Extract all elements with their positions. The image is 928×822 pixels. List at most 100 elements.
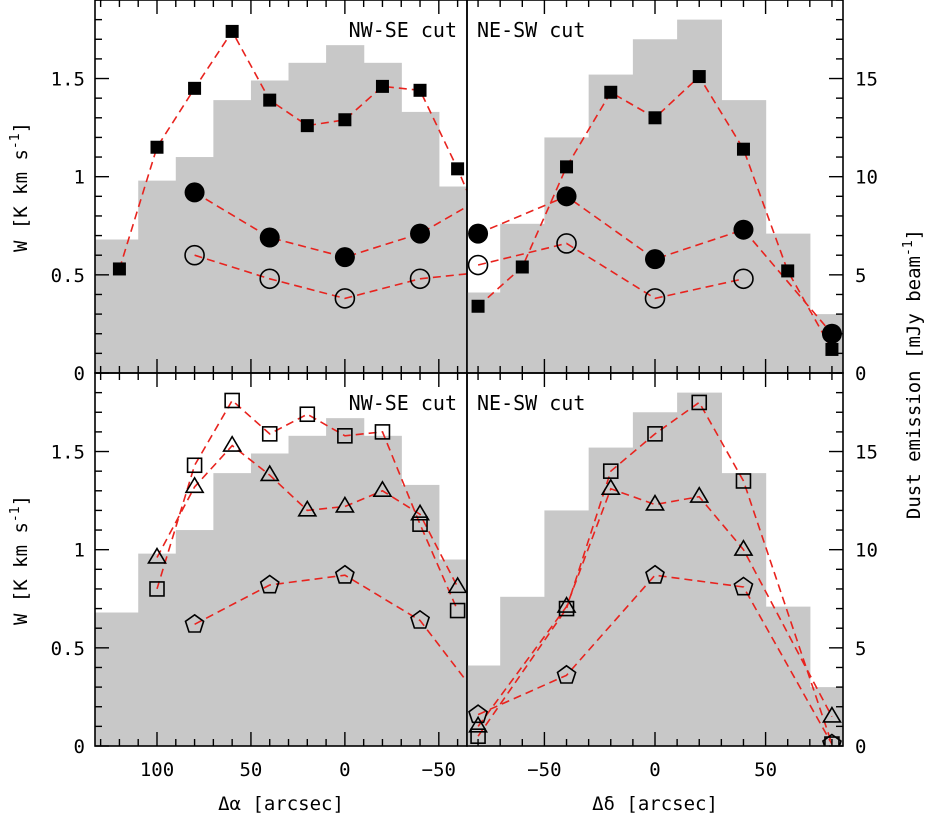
marker-open-triangle	[410, 503, 430, 521]
y2-tick-label: 15	[855, 69, 878, 91]
xlabel-right: Δδ [arcsec]	[592, 793, 718, 815]
marker-filled-square	[515, 260, 529, 274]
y-tick-label: 1.5	[51, 442, 85, 464]
marker-open-square	[186, 457, 203, 474]
left-ylabel-bottom: W [K km s-1]	[8, 495, 32, 625]
marker-filled-circle	[468, 223, 489, 244]
series-group	[467, 70, 842, 356]
dust-bar	[765, 233, 811, 373]
marker-filled-square	[781, 264, 795, 278]
dust-bar	[363, 435, 402, 746]
marker-open-pentagon	[184, 613, 205, 633]
dust-histogram	[95, 45, 467, 373]
series-line-open-pentagon	[477, 574, 833, 745]
marker-open-triangle	[733, 539, 754, 556]
series-line-open-triangle	[477, 487, 833, 727]
dust-bar	[467, 665, 501, 746]
marker-open-square	[224, 392, 240, 409]
marker-open-pentagon	[733, 576, 754, 596]
dust-bar	[500, 223, 546, 373]
dust-bar	[363, 62, 402, 373]
y-tick-label: 1	[74, 167, 85, 189]
marker-open-pentagon	[645, 564, 665, 584]
marker-open-pentagon	[259, 574, 280, 594]
marker-open-triangle	[468, 715, 489, 733]
marker-filled-square	[489, 251, 502, 264]
marker-filled-circle	[556, 186, 577, 207]
x-tick-label: −50	[527, 759, 561, 781]
marker-open-triangle	[689, 486, 710, 503]
marker-open-square	[261, 426, 278, 442]
dust-bar	[326, 418, 365, 746]
dust-bar	[438, 186, 467, 373]
marker-open-triangle	[600, 478, 621, 496]
dust-bar	[544, 510, 590, 746]
x-tick-label: −50	[422, 759, 456, 781]
marker-open-triangle	[222, 435, 243, 452]
panel-2: NE-SW cut 0 5 10 15	[466, 0, 878, 385]
series-line-open-square	[156, 399, 459, 611]
series-line-open-circle	[477, 242, 744, 300]
panel-title: NW-SE cut	[349, 391, 457, 415]
marker-open-square	[824, 736, 840, 746]
marker-filled-square	[451, 162, 465, 176]
y2-tick-label: 10	[855, 167, 878, 189]
dust-bar	[213, 100, 252, 373]
y2-tick-label: 15	[855, 442, 878, 464]
marker-open-circle	[644, 288, 666, 309]
dust-bar	[632, 39, 678, 373]
marker-open-square	[374, 424, 391, 440]
dust-bar	[175, 530, 214, 746]
marker-filled-square	[736, 142, 750, 156]
marker-filled-square	[825, 342, 839, 356]
panel-1: NW-SE cut 0 0.5 1 1.5	[51, 0, 505, 385]
y2-tick-label: 0	[855, 736, 866, 758]
marker-open-triangle	[184, 476, 205, 494]
dust-histogram	[467, 19, 843, 373]
marker-filled-square	[188, 81, 202, 95]
y-tick-label: 0	[74, 363, 85, 385]
marker-filled-square	[648, 111, 662, 125]
dust-bar	[765, 606, 811, 746]
x-tick-label: 50	[754, 759, 777, 781]
marker-open-triangle	[645, 493, 665, 511]
panel-title: NW-SE cut	[349, 18, 457, 42]
y2-tick-label: 0	[855, 363, 866, 385]
marker-open-square	[412, 516, 428, 532]
marker-open-triangle	[147, 546, 167, 564]
marker-open-square	[691, 394, 708, 411]
series-group	[147, 392, 467, 684]
marker-filled-square	[471, 299, 485, 313]
dust-bar	[138, 180, 177, 373]
x-tick-label: 50	[239, 759, 262, 781]
dust-bar	[401, 484, 440, 746]
y2-tick-label: 5	[855, 638, 866, 660]
marker-open-triangle	[821, 705, 842, 723]
marker-open-circle	[409, 268, 431, 290]
dust-bar	[588, 447, 634, 746]
marker-open-triangle	[334, 495, 355, 513]
ticks	[477, 372, 843, 747]
y-tick-label: 1	[74, 540, 85, 562]
marker-filled-square	[560, 160, 574, 174]
marker-open-triangle	[297, 499, 318, 517]
marker-open-pentagon	[556, 664, 577, 684]
marker-filled-square	[225, 24, 239, 38]
marker-filled-square	[692, 70, 706, 84]
marker-open-circle	[259, 268, 281, 290]
marker-filled-circle	[733, 219, 754, 240]
ticks	[95, 372, 459, 747]
dust-bar	[677, 392, 722, 746]
marker-open-pentagon	[468, 704, 489, 724]
dust-bar	[632, 412, 678, 746]
dust-histogram	[467, 392, 843, 746]
marker-filled-square	[263, 93, 277, 107]
y-tick-label: 1.5	[51, 69, 85, 91]
x-tick-label: 0	[649, 759, 660, 781]
ticks	[477, 0, 843, 374]
dust-bar	[95, 612, 139, 746]
marker-open-triangle	[556, 596, 577, 613]
marker-filled-circle	[485, 180, 505, 200]
dust-bar	[95, 239, 139, 373]
